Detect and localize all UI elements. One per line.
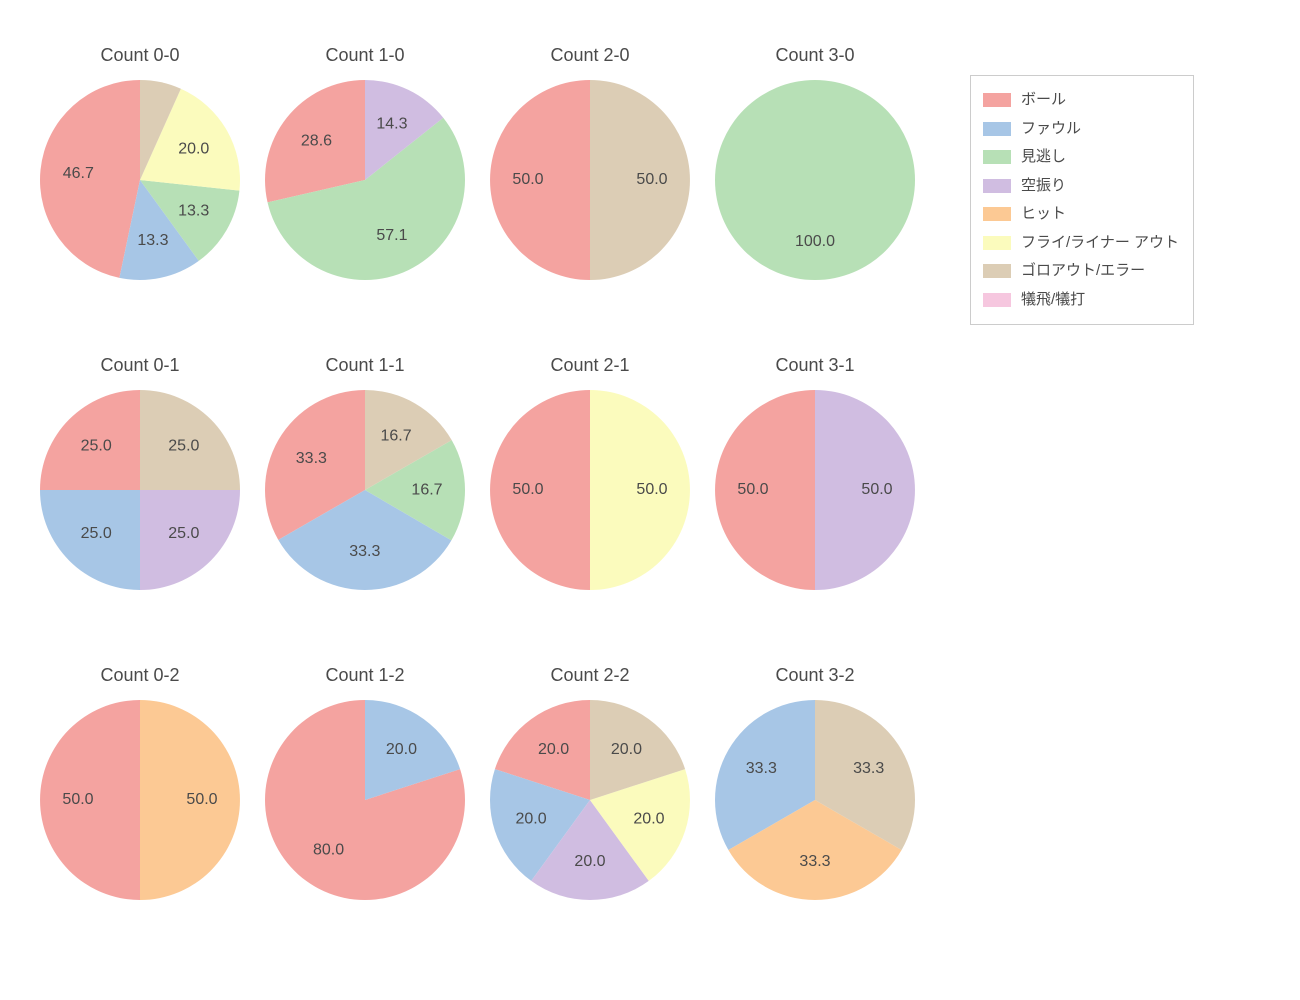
pie-slice-label: 33.3 [296, 450, 327, 467]
pie-slice-label: 28.6 [301, 133, 332, 150]
pie-slice-label: 20.0 [386, 741, 417, 758]
pie-slice-label: 20.0 [574, 853, 605, 870]
pie-slice-label: 100.0 [795, 233, 835, 250]
pie-slice-label: 50.0 [737, 481, 768, 498]
legend-swatch [983, 122, 1011, 136]
pie-slice-label: 57.1 [376, 227, 407, 244]
pie-slice-label: 25.0 [81, 525, 112, 542]
legend-label: 見逃し [1021, 143, 1066, 172]
legend-swatch [983, 179, 1011, 193]
legend-swatch [983, 264, 1011, 278]
legend-item: 犠飛/犠打 [983, 286, 1179, 315]
chart-grid: Count 0-046.713.313.320.0Count 1-028.657… [0, 0, 1300, 1000]
pie-slice-label: 50.0 [512, 481, 543, 498]
pie-slice-label: 20.0 [515, 810, 546, 827]
pie-slice-label: 25.0 [81, 437, 112, 454]
legend-swatch [983, 207, 1011, 221]
legend-label: ヒット [1021, 200, 1066, 229]
legend-item: ヒット [983, 200, 1179, 229]
pie-slice-label: 50.0 [62, 791, 93, 808]
legend-label: ゴロアウト/エラー [1021, 257, 1145, 286]
legend-swatch [983, 93, 1011, 107]
pie-slice-label: 13.3 [137, 232, 168, 249]
pie-slice-label: 25.0 [168, 437, 199, 454]
legend-swatch [983, 293, 1011, 307]
legend-item: 空振り [983, 172, 1179, 201]
pie-slice-label: 16.7 [380, 428, 411, 445]
pie-slice-label: 33.3 [746, 760, 777, 777]
pie-slice-label: 33.3 [799, 853, 830, 870]
pie-slice-label: 46.7 [63, 165, 94, 182]
legend: ボールファウル見逃し空振りヒットフライ/ライナー アウトゴロアウト/エラー犠飛/… [970, 75, 1194, 325]
pie-slice-label: 50.0 [512, 171, 543, 188]
legend-item: 見逃し [983, 143, 1179, 172]
pie-slice-label: 14.3 [376, 115, 407, 132]
pie-slice-label: 20.0 [538, 741, 569, 758]
pie-slice-label: 25.0 [168, 525, 199, 542]
pie-slice-label: 20.0 [611, 741, 642, 758]
legend-item: ゴロアウト/エラー [983, 257, 1179, 286]
legend-label: 空振り [1021, 172, 1066, 201]
legend-label: 犠飛/犠打 [1021, 286, 1085, 315]
pie-slice-label: 33.3 [349, 543, 380, 560]
legend-item: フライ/ライナー アウト [983, 229, 1179, 258]
pie-slice-label: 80.0 [313, 841, 344, 858]
legend-swatch [983, 150, 1011, 164]
legend-label: フライ/ライナー アウト [1021, 229, 1179, 258]
pie-chart: 100.0 [655, 40, 975, 320]
legend-item: ボール [983, 86, 1179, 115]
legend-label: ボール [1021, 86, 1066, 115]
pie-chart: 50.0 50.0 [655, 350, 975, 630]
legend-swatch [983, 236, 1011, 250]
legend-label: ファウル [1021, 115, 1081, 144]
pie-chart: 33.3 33.3 33.3 [655, 660, 975, 940]
pie-slice-label: 33.3 [853, 760, 884, 777]
pie-slice-label: 50.0 [861, 481, 892, 498]
legend-item: ファウル [983, 115, 1179, 144]
